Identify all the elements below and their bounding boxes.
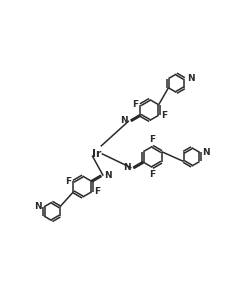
Text: N: N bbox=[202, 148, 210, 157]
Text: N: N bbox=[123, 163, 131, 172]
Text: F: F bbox=[161, 111, 167, 120]
Text: F: F bbox=[149, 135, 156, 144]
Text: F: F bbox=[94, 187, 101, 196]
Text: N: N bbox=[34, 202, 41, 211]
Text: F: F bbox=[149, 170, 156, 179]
Text: F: F bbox=[132, 100, 138, 109]
Text: F: F bbox=[65, 177, 71, 186]
Text: N: N bbox=[187, 74, 195, 83]
Text: N: N bbox=[121, 116, 128, 125]
Text: N: N bbox=[104, 171, 112, 180]
Text: Ir: Ir bbox=[92, 149, 102, 159]
